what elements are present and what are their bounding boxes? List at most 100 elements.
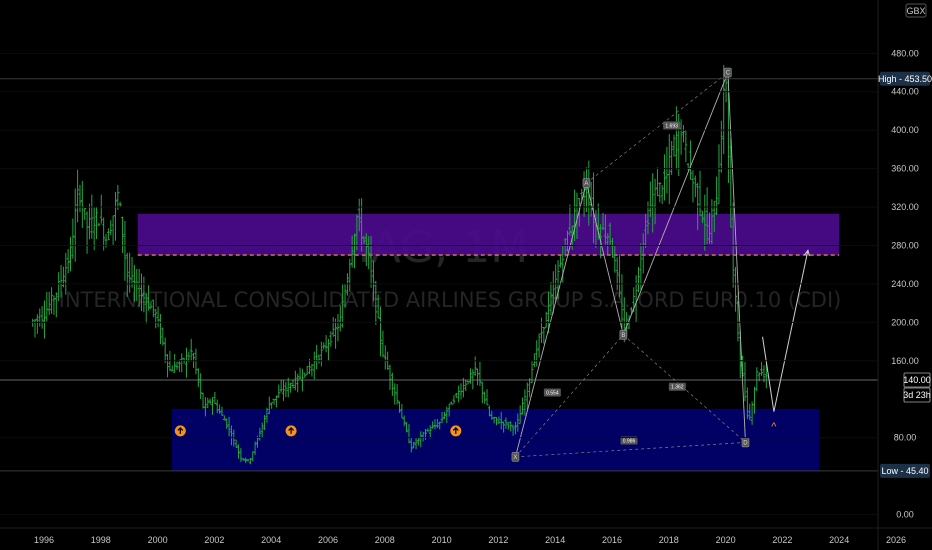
x-tick-label: 1996 xyxy=(34,535,54,545)
price-bar xyxy=(452,395,456,405)
price-bar xyxy=(225,418,229,429)
countdown-tag-box xyxy=(903,387,931,403)
price-bar xyxy=(50,287,54,314)
price-bar xyxy=(189,338,193,362)
price-bar xyxy=(64,252,68,295)
pattern-point-box[interactable] xyxy=(619,330,628,340)
price-bar xyxy=(511,424,515,436)
price-bar xyxy=(246,459,250,462)
fib-ratio-box[interactable] xyxy=(543,388,561,397)
support-zone[interactable] xyxy=(171,408,820,471)
price-bar xyxy=(353,233,357,269)
price-bar xyxy=(537,333,541,358)
pattern-leg[interactable] xyxy=(515,182,587,457)
price-bar xyxy=(440,412,444,424)
price-bar xyxy=(461,377,465,398)
price-bar xyxy=(755,367,759,392)
price-bar xyxy=(476,368,480,386)
price-bar xyxy=(158,313,162,345)
caret-up-icon[interactable]: ^ xyxy=(771,421,777,433)
price-bar xyxy=(435,419,439,429)
price-bar xyxy=(509,421,513,432)
currency-badge[interactable]: GBX xyxy=(905,3,927,18)
price-bar xyxy=(405,422,409,433)
price-bar xyxy=(521,397,525,415)
price-bar xyxy=(414,437,418,450)
price-bar xyxy=(277,384,281,398)
price-bar xyxy=(525,382,529,410)
harmonic-pattern-layer[interactable]: A B C D X 1.693 0.554 1.362 0.986 ^ xyxy=(174,67,810,462)
price-bar xyxy=(291,379,295,389)
price-bar xyxy=(712,200,716,233)
price-bar xyxy=(705,187,709,245)
fib-ratio-box[interactable] xyxy=(620,436,638,445)
price-bar xyxy=(715,176,719,216)
x-tick-label: 2020 xyxy=(716,535,736,545)
price-bar xyxy=(263,415,267,431)
price-tags-layer: High - 453.50 140.00 3d 23h Low - 45.40 xyxy=(878,71,932,478)
price-bar xyxy=(211,397,215,415)
price-bar xyxy=(480,381,484,404)
price-bar xyxy=(260,422,264,438)
pattern-point-label: X xyxy=(513,455,517,461)
projection-path[interactable] xyxy=(762,250,809,412)
price-bar xyxy=(364,233,368,266)
y-tick-label: 0.00 xyxy=(896,510,914,520)
price-bar xyxy=(99,194,103,224)
price-bar xyxy=(199,373,203,400)
price-bar xyxy=(334,318,338,349)
price-bar xyxy=(648,181,652,218)
price-bar xyxy=(409,437,413,453)
pattern-leg[interactable] xyxy=(586,182,624,335)
price-bar xyxy=(468,368,472,384)
pattern-point-label: D xyxy=(743,441,748,447)
x-tick-label: 2012 xyxy=(488,535,508,545)
price-bar xyxy=(374,280,378,325)
price-bar xyxy=(400,403,404,419)
pattern-ratio-line[interactable] xyxy=(515,442,746,458)
arrow-up-icon[interactable] xyxy=(174,425,186,437)
y-tick-label: 440.00 xyxy=(891,87,919,97)
price-bar xyxy=(454,392,458,399)
low-tag-box xyxy=(880,463,930,478)
x-tick-label: 2018 xyxy=(659,535,679,545)
price-bar xyxy=(222,415,226,421)
arrow-up-icon[interactable] xyxy=(450,425,462,437)
pattern-point-box[interactable] xyxy=(511,452,520,462)
y-tick-label: 480.00 xyxy=(891,48,919,58)
price-axis[interactable]: 480.00 440.00 400.00 360.00 320.00 280.00 240.… xyxy=(877,0,919,550)
fib-ratio-box[interactable] xyxy=(663,121,681,130)
time-axis[interactable]: 1996 1998 2000 2002 2004 2006 2008 2010 2012 2014… xyxy=(0,527,932,545)
pattern-leg[interactable] xyxy=(622,72,729,335)
price-bar xyxy=(123,220,127,281)
price-bar xyxy=(144,292,148,324)
price-bar xyxy=(402,415,406,427)
fib-ratio-box[interactable] xyxy=(668,382,686,391)
price-bar xyxy=(272,398,276,405)
price-bar xyxy=(329,331,333,347)
price-bar xyxy=(279,379,283,393)
arrow-up-icon[interactable] xyxy=(285,425,297,437)
price-bar xyxy=(303,372,307,379)
pattern-point-box[interactable] xyxy=(582,178,591,188)
x-tick-label: 2010 xyxy=(432,535,452,545)
price-bar xyxy=(764,364,768,389)
price-bar xyxy=(698,170,702,217)
price-bar xyxy=(693,175,697,198)
price-bar xyxy=(700,210,704,224)
price-bar xyxy=(395,383,399,405)
projection-arrowhead[interactable] xyxy=(803,249,810,257)
price-bar xyxy=(663,154,667,201)
pattern-leg[interactable] xyxy=(727,72,746,443)
pattern-point-box[interactable] xyxy=(724,67,732,78)
price-bar xyxy=(137,268,141,308)
price-lines-layer xyxy=(0,52,878,515)
countdown-tag: 3d 23h xyxy=(903,390,931,400)
price-bar xyxy=(703,194,707,251)
resistance-zone[interactable] xyxy=(137,213,840,256)
price-bar xyxy=(253,441,257,456)
pattern-point-label: C xyxy=(726,71,731,77)
price-bar xyxy=(603,214,607,245)
price-bar xyxy=(447,403,451,417)
